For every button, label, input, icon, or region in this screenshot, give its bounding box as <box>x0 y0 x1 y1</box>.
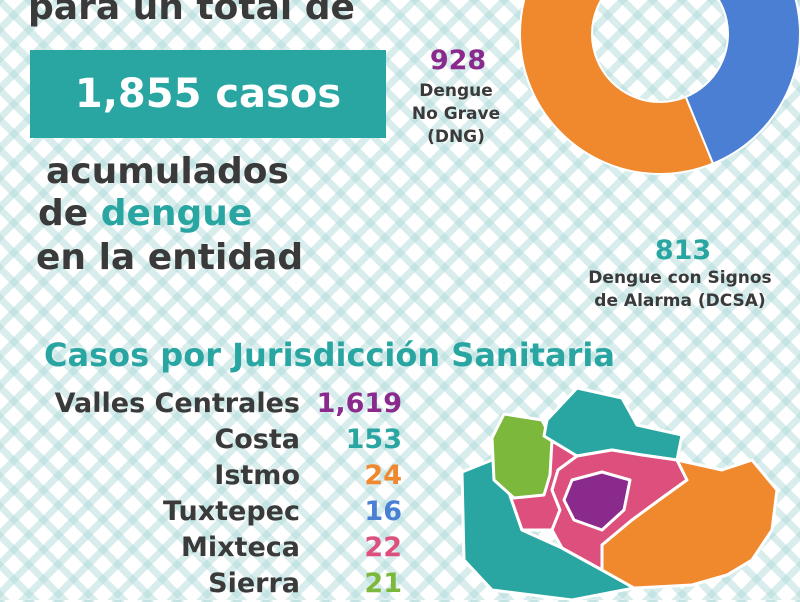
row-name-tuxtepec: Tuxtepec <box>163 496 300 527</box>
headline-line-3-prefix: de <box>38 193 101 234</box>
dng-value-label: 928 <box>429 45 487 76</box>
total-cases-banner: 1,855 casos <box>30 50 386 138</box>
headline-line-3: de dengue <box>38 192 252 236</box>
headline-line-4: en la entidad <box>36 237 304 278</box>
row-value-istmo: 24 <box>364 460 402 491</box>
row-value-sierra: 21 <box>364 568 402 599</box>
jurisdiction-section-title: Casos por Jurisdicción Sanitaria <box>44 336 615 374</box>
headline-line-2: acumulados <box>46 151 289 192</box>
dng-label-line-1: Dengue <box>419 81 493 101</box>
row-value-tuxtepec: 16 <box>364 496 402 527</box>
headline-dengue-word: dengue <box>100 193 253 234</box>
donut-slice-dcsa <box>684 0 800 165</box>
row-name-costa: Costa <box>214 424 300 455</box>
headline-line-1: para un total de <box>28 0 355 28</box>
dcsa-label-line-2: de Alarma (DCSA) <box>594 291 766 311</box>
dcsa-category-label: Dengue con Signos de Alarma (DCSA) <box>560 267 800 313</box>
dcsa-label-line-1: Dengue con Signos <box>588 268 772 288</box>
row-name-mixteca: Mixteca <box>181 532 300 563</box>
dng-label-line-2: No Grave <box>411 104 501 124</box>
donut-slice-dng <box>518 0 715 176</box>
row-name-sierra: Sierra <box>208 568 300 599</box>
map-region-valles-centrales <box>562 470 632 532</box>
row-name-valles-centrales: Valles Centrales <box>54 388 300 419</box>
dng-label-line-3: (DNG) <box>427 127 485 147</box>
map-region-sierra <box>490 412 554 500</box>
row-value-mixteca: 22 <box>364 532 402 563</box>
row-name-istmo: Istmo <box>214 460 300 491</box>
oaxaca-jurisdiction-map <box>460 386 779 600</box>
dcsa-value-label: 813 <box>654 235 712 266</box>
map-region-istmo <box>600 458 779 590</box>
dengue-type-donut-chart <box>518 0 800 176</box>
dng-category-label: Dengue No Grave (DNG) <box>396 80 516 149</box>
row-value-costa: 153 <box>345 424 402 455</box>
row-value-valles-centrales: 1,619 <box>316 388 402 419</box>
